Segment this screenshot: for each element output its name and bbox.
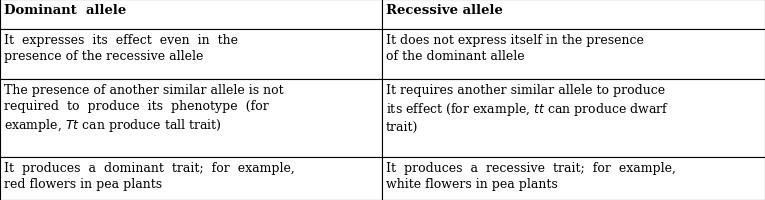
- Bar: [0, 30, 382, 80]
- Bar: [0, 80, 382, 157]
- Text: The presence of another similar allele is not
required  to  produce  its  phenot: The presence of another similar allele i…: [4, 84, 284, 133]
- Bar: [382, 30, 765, 80]
- Text: Recessive allele: Recessive allele: [386, 4, 503, 17]
- Text: It requires another similar allele to produce
its effect (for example, $\mathit{: It requires another similar allele to pr…: [386, 84, 669, 133]
- Text: It does not express itself in the presence
of the dominant allele: It does not express itself in the presen…: [386, 34, 643, 63]
- Text: It  expresses  its  effect  even  in  the
presence of the recessive allele: It expresses its effect even in the pres…: [4, 34, 238, 63]
- Bar: [382, 157, 765, 200]
- Bar: [0, 157, 382, 200]
- Bar: [382, 0, 765, 30]
- Bar: [382, 80, 765, 157]
- Text: Dominant  allele: Dominant allele: [4, 4, 126, 17]
- Text: It  produces  a  dominant  trait;  for  example,
red flowers in pea plants: It produces a dominant trait; for exampl…: [4, 161, 295, 190]
- Bar: [0, 0, 382, 30]
- Text: It  produces  a  recessive  trait;  for  example,
white flowers in pea plants: It produces a recessive trait; for examp…: [386, 161, 675, 190]
